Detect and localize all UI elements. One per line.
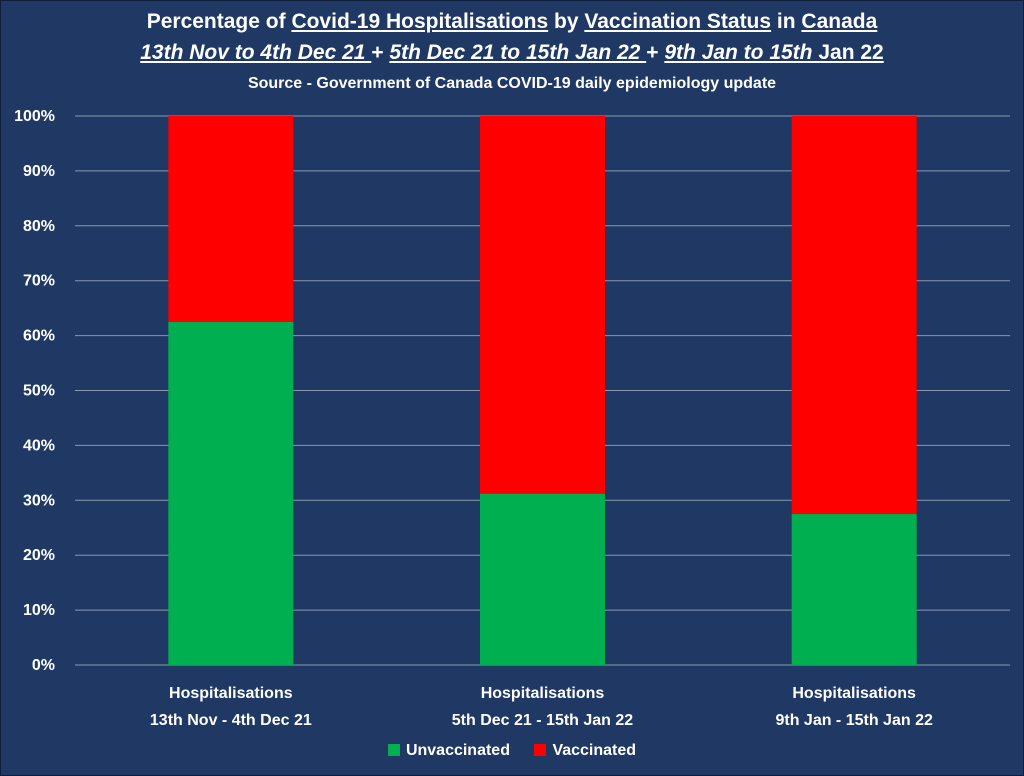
chart-source: Source - Government of Canada COVID-19 d… xyxy=(247,75,777,92)
legend: Unvaccinated Vaccinated xyxy=(0,742,1024,760)
subtitle-part: 5th Dec 21 to 15th Jan 22 xyxy=(389,41,647,64)
y-tick-label: 80% xyxy=(23,218,55,235)
bar-vaccinated xyxy=(168,116,294,322)
x-tick-label: 13th Nov - 4th Dec 21 xyxy=(150,712,312,729)
y-tick-label: 70% xyxy=(23,273,55,290)
chart-subtitle: 13th Nov to 4th Dec 21 + 5th Dec 21 to 1… xyxy=(0,41,1024,65)
y-tick-label: 60% xyxy=(23,328,55,345)
title-part: Covid-19 Hospitalisations xyxy=(291,10,549,33)
subtitle-part: 9th Jan to 15th xyxy=(664,41,813,64)
legend-item-vaccinated: Vaccinated xyxy=(534,742,636,760)
subtitle-part: 13th Nov to 4th Dec 21 xyxy=(140,41,372,64)
y-tick-label: 0% xyxy=(32,657,55,674)
x-tick-label: Hospitalisations xyxy=(481,685,605,702)
bar-unvaccinated xyxy=(168,321,294,665)
subtitle-part: + xyxy=(646,41,665,64)
y-tick-label: 40% xyxy=(23,437,55,454)
bar-vaccinated xyxy=(791,116,917,515)
y-tick-label: 100% xyxy=(14,108,55,125)
legend-swatch-unvaccinated xyxy=(387,744,400,756)
title-part: in xyxy=(771,10,802,33)
legend-label-vaccinated: Vaccinated xyxy=(552,742,637,759)
subtitle-part: Jan 22 xyxy=(812,41,884,64)
title-part: Canada xyxy=(801,10,878,33)
y-tick-label: 20% xyxy=(23,547,55,564)
bar-unvaccinated xyxy=(480,493,605,665)
title-part: by xyxy=(548,10,585,33)
bar-vaccinated xyxy=(480,116,605,494)
title-part: Percentage of xyxy=(146,10,292,33)
x-tick-label: 9th Jan - 15th Jan 22 xyxy=(775,712,932,729)
chart-title: Percentage of Covid-19 Hospitalisations … xyxy=(0,10,1024,34)
legend-swatch-vaccinated xyxy=(534,744,547,756)
legend-label-unvaccinated: Unvaccinated xyxy=(405,742,510,759)
title-part: Vaccination Status xyxy=(584,10,772,33)
y-tick-label: 50% xyxy=(23,383,55,400)
bar-unvaccinated xyxy=(791,514,917,665)
legend-item-unvaccinated: Unvaccinated xyxy=(387,742,510,760)
x-tick-label: 5th Dec 21 - 15th Jan 22 xyxy=(452,712,634,729)
subtitle-part: + xyxy=(371,41,390,64)
x-tick-label: Hospitalisations xyxy=(169,685,293,702)
y-tick-label: 90% xyxy=(23,163,55,180)
x-tick-label: Hospitalisations xyxy=(792,685,916,702)
y-tick-label: 30% xyxy=(23,492,55,509)
y-tick-label: 10% xyxy=(23,602,55,619)
